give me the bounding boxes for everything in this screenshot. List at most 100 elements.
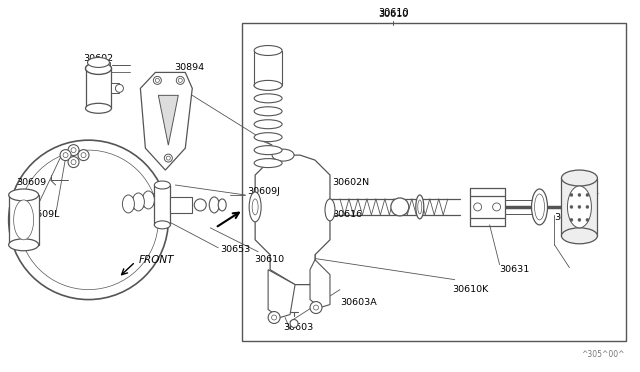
Ellipse shape: [122, 195, 134, 213]
Ellipse shape: [561, 170, 597, 186]
Ellipse shape: [78, 150, 89, 161]
Ellipse shape: [9, 239, 38, 251]
Ellipse shape: [218, 199, 226, 211]
Bar: [561, 178, 597, 236]
Ellipse shape: [132, 193, 145, 211]
Ellipse shape: [179, 78, 182, 82]
Ellipse shape: [254, 120, 282, 129]
Ellipse shape: [254, 94, 282, 103]
Ellipse shape: [314, 305, 319, 310]
Bar: [242, 23, 627, 341]
Text: 30653: 30653: [220, 245, 250, 254]
Ellipse shape: [570, 218, 573, 221]
Ellipse shape: [416, 195, 424, 219]
Ellipse shape: [254, 107, 282, 116]
Ellipse shape: [68, 157, 79, 167]
Ellipse shape: [290, 320, 298, 327]
Ellipse shape: [254, 146, 282, 155]
Text: FRONT: FRONT: [138, 255, 174, 265]
Polygon shape: [158, 95, 179, 145]
Ellipse shape: [13, 200, 34, 240]
Text: 30610: 30610: [378, 10, 408, 19]
Ellipse shape: [88, 58, 109, 67]
Ellipse shape: [268, 311, 280, 324]
Ellipse shape: [418, 200, 422, 214]
Ellipse shape: [86, 103, 111, 113]
Ellipse shape: [254, 81, 282, 90]
Polygon shape: [310, 260, 330, 308]
Ellipse shape: [164, 154, 172, 162]
Ellipse shape: [142, 191, 154, 209]
Ellipse shape: [195, 199, 206, 211]
Ellipse shape: [570, 205, 573, 208]
Text: 30602N: 30602N: [332, 177, 369, 186]
Text: 30602: 30602: [83, 54, 114, 63]
Ellipse shape: [578, 218, 581, 221]
Text: 30618: 30618: [554, 214, 584, 222]
Polygon shape: [255, 155, 330, 285]
Ellipse shape: [254, 133, 282, 142]
Ellipse shape: [68, 145, 79, 155]
Ellipse shape: [474, 203, 482, 211]
Bar: [170, 197, 192, 213]
Text: 30609J: 30609J: [247, 187, 280, 196]
Ellipse shape: [271, 315, 276, 320]
Ellipse shape: [578, 193, 581, 196]
Text: 30609L: 30609L: [25, 211, 60, 219]
Ellipse shape: [325, 199, 335, 221]
Text: 30894: 30894: [174, 63, 204, 72]
Ellipse shape: [154, 181, 170, 189]
Ellipse shape: [254, 45, 282, 55]
Ellipse shape: [154, 221, 170, 229]
Ellipse shape: [534, 194, 545, 220]
Text: 30616: 30616: [332, 211, 362, 219]
Bar: [86, 68, 111, 108]
Ellipse shape: [254, 80, 282, 90]
Ellipse shape: [310, 302, 322, 314]
Text: 30617: 30617: [570, 193, 600, 202]
Ellipse shape: [156, 78, 159, 82]
Bar: [111, 83, 120, 93]
Text: 30603: 30603: [283, 323, 314, 332]
Ellipse shape: [586, 218, 589, 221]
Ellipse shape: [561, 228, 597, 244]
Ellipse shape: [86, 64, 111, 73]
Ellipse shape: [493, 203, 500, 211]
Ellipse shape: [272, 149, 294, 161]
Text: 30610: 30610: [378, 8, 408, 17]
Ellipse shape: [391, 198, 409, 216]
Text: 30610K: 30610K: [452, 285, 489, 294]
Ellipse shape: [71, 160, 76, 164]
Ellipse shape: [578, 205, 581, 208]
Polygon shape: [140, 73, 192, 170]
Ellipse shape: [532, 189, 547, 225]
Ellipse shape: [81, 153, 86, 158]
Ellipse shape: [209, 197, 220, 213]
Ellipse shape: [570, 193, 573, 196]
Ellipse shape: [63, 153, 68, 158]
Ellipse shape: [586, 193, 589, 196]
Bar: [254, 51, 282, 86]
Ellipse shape: [71, 148, 76, 153]
Text: 30603A: 30603A: [340, 298, 377, 307]
Ellipse shape: [60, 150, 71, 161]
Ellipse shape: [115, 84, 124, 92]
Text: 30609: 30609: [17, 177, 47, 186]
Ellipse shape: [166, 156, 170, 160]
Text: 30631: 30631: [500, 265, 530, 274]
Ellipse shape: [176, 76, 184, 84]
Ellipse shape: [154, 76, 161, 84]
Ellipse shape: [568, 186, 591, 228]
Bar: [9, 195, 38, 245]
Ellipse shape: [254, 158, 282, 167]
Ellipse shape: [249, 192, 261, 222]
Ellipse shape: [86, 62, 111, 74]
Bar: [470, 196, 504, 218]
Ellipse shape: [586, 205, 589, 208]
Text: ^305^00^: ^305^00^: [581, 350, 625, 359]
Ellipse shape: [252, 199, 258, 215]
Text: 30610: 30610: [254, 255, 284, 264]
Polygon shape: [268, 270, 295, 318]
Ellipse shape: [9, 189, 38, 201]
Bar: [154, 185, 170, 225]
